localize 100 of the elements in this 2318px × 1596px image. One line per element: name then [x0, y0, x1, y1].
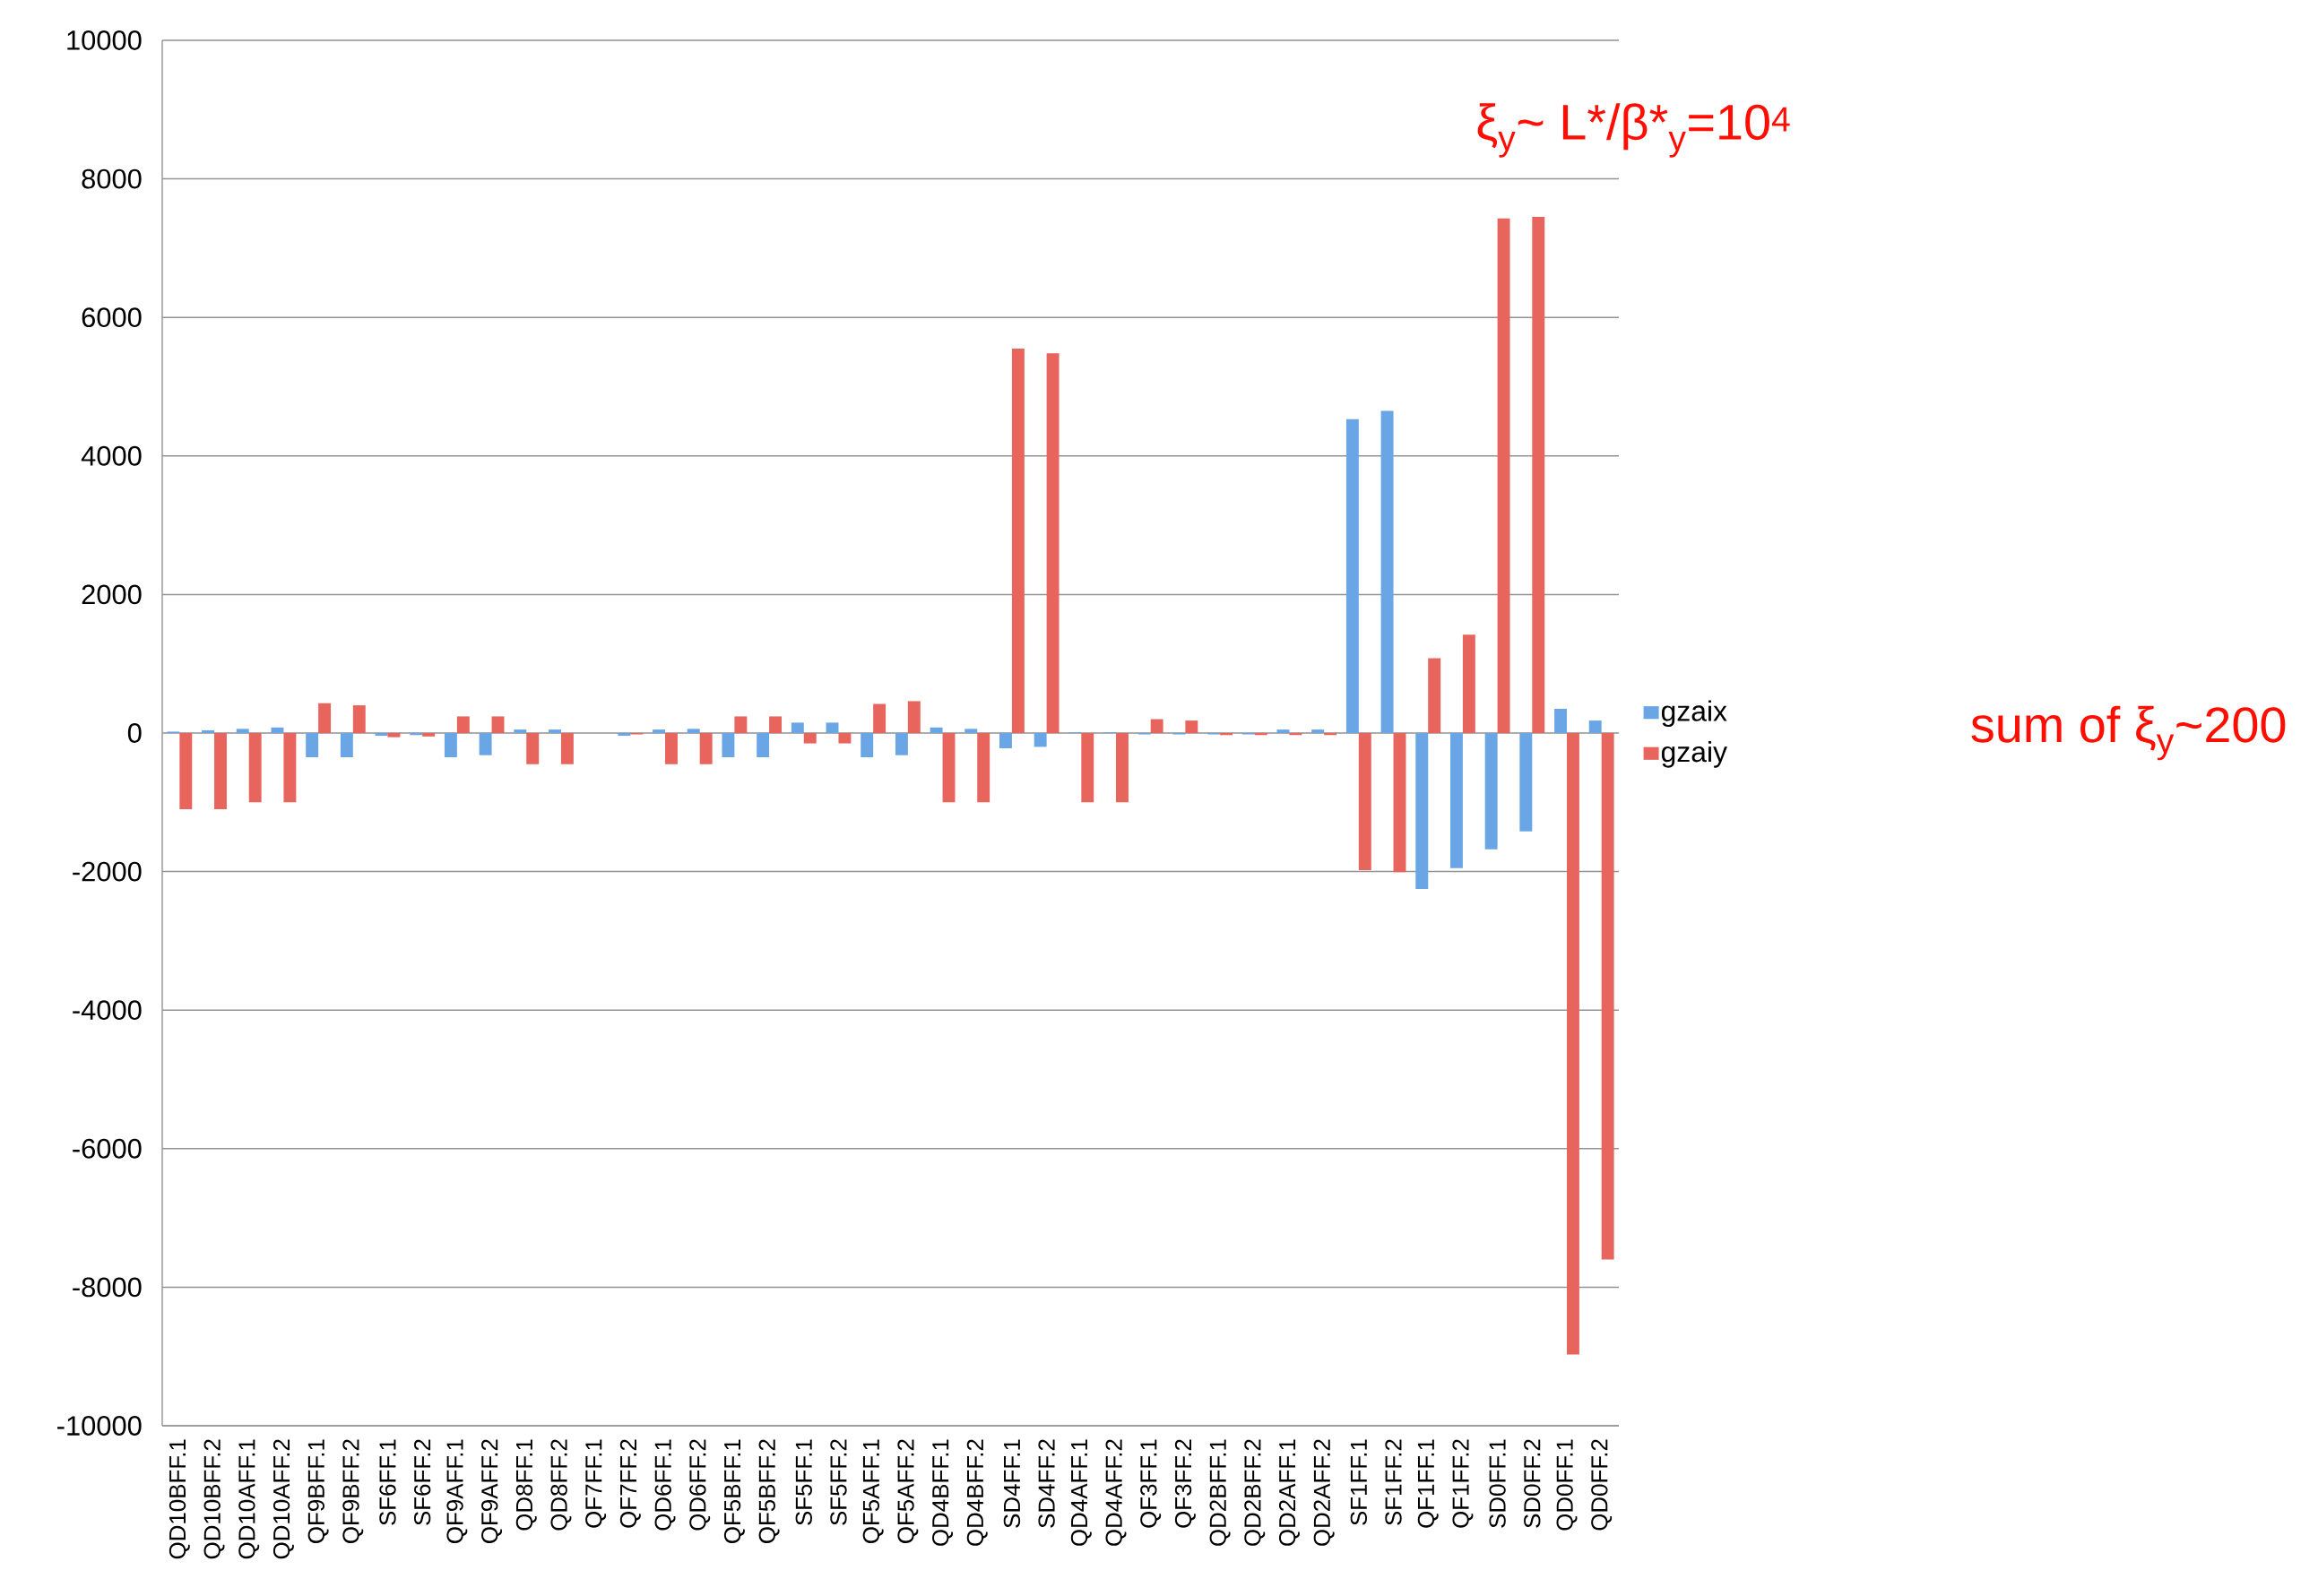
bar [1311, 729, 1325, 733]
bar [873, 703, 887, 733]
x-tick-label: QF9AFF.1 [446, 1439, 468, 1543]
bar [271, 727, 284, 733]
bar [1393, 732, 1406, 873]
bar [757, 732, 770, 758]
bar [699, 732, 713, 764]
bar [479, 732, 492, 755]
x-tick-label: QD8FF.2 [550, 1439, 572, 1531]
y-tick-label: -10000 [57, 1416, 142, 1436]
annotation: ξ$_{y}$~ L*/β*$_{y}$=10$^{4}$ [1477, 103, 1790, 158]
bar [1428, 658, 1441, 733]
bar [1588, 720, 1602, 733]
x-tick-label: QD0FF.2 [1591, 1439, 1613, 1531]
legend-label: gzaix [1661, 700, 1727, 728]
x-tick-label: QF5AFF.2 [897, 1439, 919, 1543]
bar [1566, 732, 1579, 1355]
x-tick-label: QF9AFF.2 [481, 1439, 503, 1543]
bar [999, 732, 1012, 748]
x-tick-label: QF5BFF.1 [723, 1439, 745, 1543]
y-tick-label: -8000 [73, 1277, 142, 1298]
bar [1380, 410, 1394, 733]
bar [653, 729, 666, 733]
y-tick-label: 8000 [82, 168, 142, 189]
x-tick-label: QF7FF.2 [619, 1439, 641, 1528]
bar [352, 705, 366, 733]
x-tick-label: QD4AFF.2 [1105, 1439, 1127, 1546]
bar [1011, 348, 1025, 733]
x-tick-label: SD0FF.2 [1524, 1439, 1541, 1528]
x-tick-label: QD4AFF.1 [1070, 1439, 1092, 1546]
x-tick-label: SF6FF.2 [414, 1439, 431, 1525]
bar [895, 732, 908, 755]
bar [1601, 732, 1614, 1260]
x-tick-label: QF3FF.2 [1174, 1439, 1196, 1528]
y-tick-label: 10000 [67, 30, 142, 50]
x-tick-label: QD2AFF.1 [1278, 1439, 1300, 1546]
bar [964, 729, 978, 733]
bar [1116, 732, 1129, 803]
bar [491, 716, 505, 733]
y-tick-label: -2000 [73, 861, 142, 882]
x-tick-label: QD6FF.1 [654, 1439, 676, 1531]
bar [1519, 732, 1533, 832]
x-tick-label: QF1FF.1 [1417, 1439, 1439, 1528]
bar [306, 732, 319, 758]
bar [665, 732, 678, 764]
x-tick-label: QD10AFF.2 [272, 1439, 294, 1559]
bar [444, 732, 457, 758]
x-tick-label: QD4BFF.2 [966, 1439, 988, 1546]
x-tick-label: SF5FF.2 [830, 1439, 847, 1525]
bar [456, 716, 470, 733]
x-tick-label: SD4FF.2 [1038, 1439, 1055, 1528]
x-tick-label: QF9BFF.2 [342, 1439, 364, 1543]
x-tick-label: QD10BFF.2 [203, 1439, 225, 1559]
y-tick-label: 6000 [82, 307, 142, 328]
x-tick-label: QD10BFF.1 [169, 1439, 190, 1559]
bar [791, 722, 804, 733]
bar [942, 732, 956, 803]
bar [1484, 732, 1498, 850]
x-tick-label: QD10AFF.1 [238, 1439, 260, 1559]
x-tick-label: QD0FF.1 [1556, 1439, 1578, 1531]
bar [560, 732, 574, 764]
bar [687, 729, 700, 733]
x-tick-label: QF7FF.1 [585, 1439, 607, 1528]
text: sum of ξ$_{y}$~200 [1971, 705, 2286, 761]
y-tick-label: -4000 [73, 1000, 142, 1021]
bar [769, 716, 783, 733]
bar [422, 732, 436, 737]
x-tick-label: SD4FF.1 [1003, 1439, 1021, 1528]
x-tick-label: QD4BFF.1 [932, 1439, 954, 1546]
bar [907, 701, 921, 733]
bar [930, 727, 943, 733]
bar [1462, 634, 1475, 733]
bar [1358, 732, 1371, 871]
bar [1532, 217, 1545, 733]
bar [1497, 218, 1510, 733]
bar [722, 732, 735, 758]
x-tick-label: SF1FF.2 [1385, 1439, 1402, 1525]
bar [526, 732, 540, 764]
bar [1345, 418, 1359, 733]
bar [1554, 708, 1567, 733]
bar [861, 732, 874, 758]
x-tick-label: QF5BFF.2 [758, 1439, 780, 1543]
x-tick-label: QD2BFF.2 [1244, 1439, 1266, 1546]
x-tick-label: QD6FF.2 [689, 1439, 711, 1531]
x-tick-label: QF5AFF.1 [862, 1439, 884, 1543]
bar [1081, 732, 1094, 803]
bar [340, 732, 353, 758]
bar [977, 732, 990, 803]
y-tick-label: -6000 [73, 1138, 142, 1159]
bar [1415, 732, 1429, 889]
bar [375, 732, 388, 737]
y-tick-label: 4000 [81, 445, 142, 466]
x-tick-label: SF6FF.1 [379, 1439, 396, 1525]
bar [803, 732, 817, 744]
x-tick-label: QF3FF.1 [1140, 1439, 1162, 1528]
x-tick-label: QF9BFF.1 [307, 1439, 329, 1543]
bar [1150, 719, 1163, 733]
x-tick-label: QD2BFF.1 [1209, 1439, 1231, 1546]
bar [826, 722, 839, 733]
bar [618, 732, 631, 737]
